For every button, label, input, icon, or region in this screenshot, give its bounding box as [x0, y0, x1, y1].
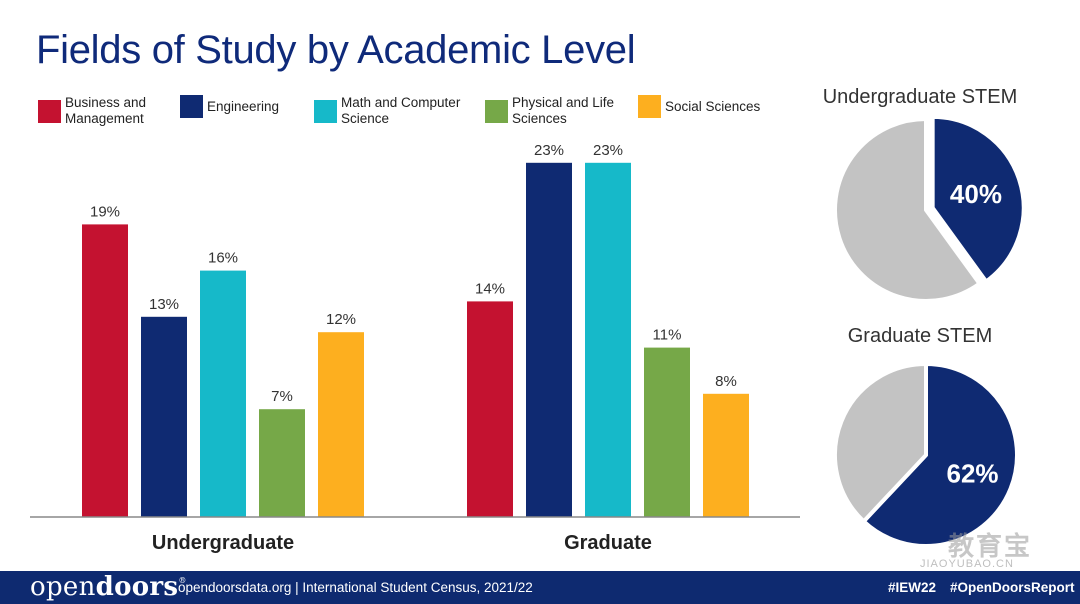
data-label-graduate-physical-and-life-sciences: 11% [653, 327, 682, 344]
pie-chart-undergraduate-stem: 40% [833, 114, 1026, 303]
pie-label-stem: 62% [947, 458, 999, 488]
pie-slice-other [833, 362, 928, 524]
legend-label-engineering: Engineering [207, 98, 280, 114]
pie-slice-stem [861, 362, 1019, 548]
watermark-sub-text: JIAOYUBAO.CN [920, 558, 1014, 570]
legend-swatch-business [38, 99, 61, 123]
legend-label-physical-life: Physical and Life Sciences [512, 95, 615, 126]
data-label-undergraduate-math-and-computer-science: 16% [208, 250, 238, 267]
pie-slice-stem [930, 114, 1026, 284]
data-label-graduate-math-and-computer-science: 23% [593, 142, 623, 159]
data-label-undergraduate-physical-and-life-sciences: 7% [271, 388, 293, 405]
footer-hashtags: #IEW22 #OpenDoorsReport [888, 580, 1075, 595]
legend-label-business: Business and Management [65, 95, 147, 126]
opendoors-logo: opendoors® [30, 572, 187, 602]
chart-legend: Business and Management Engineering Math … [38, 95, 798, 135]
legend-label-math-cs: Math and Computer Science [341, 95, 461, 126]
pie-title-undergraduate: Undergraduate STEM [822, 86, 1018, 108]
bar-undergraduate-engineering [141, 316, 187, 517]
bar-graduate-business-and-management [467, 301, 513, 517]
legend-item-business: Business and Management [38, 95, 146, 127]
bar-undergraduate-business-and-management [82, 224, 128, 517]
bar-chart: 19% 13% 16% 7% 12% Undergraduate 14% 23% 23% 11% 8… [30, 142, 800, 554]
data-label-graduate-social-sciences: 8% [715, 373, 737, 390]
bar-undergraduate-physical-and-life-sciences [259, 409, 305, 517]
hashtag-iew22: #IEW22 [888, 580, 937, 595]
legend-swatch-math-cs [314, 99, 337, 123]
bar-undergraduate-math-and-computer-science [200, 270, 246, 517]
legend-item-physical-life: Physical and Life Sciences [485, 95, 614, 127]
legend-item-engineering: Engineering [180, 95, 279, 118]
category-label-undergraduate: Undergraduate [152, 532, 294, 554]
legend-label-social-sciences: Social Sciences [665, 98, 761, 114]
footer-source-text: opendoorsdata.org | International Studen… [178, 580, 533, 595]
data-label-undergraduate-engineering: 13% [149, 296, 179, 313]
bar-graduate-math-and-computer-science [585, 162, 631, 518]
bar-undergraduate-social-sciences [318, 332, 364, 517]
legend-swatch-social-sciences [638, 95, 661, 118]
legend-item-math-cs: Math and Computer Science [314, 95, 460, 127]
legend-swatch-engineering [180, 95, 203, 118]
pie-slice-other [833, 117, 982, 303]
data-label-undergraduate-business-and-management: 19% [90, 203, 120, 220]
watermark-main-text: 教育宝 [948, 531, 1033, 561]
category-label-graduate: Graduate [564, 532, 652, 554]
pie-chart-graduate-stem: 62% [833, 362, 1019, 548]
legend-swatch-physical-life [485, 99, 508, 123]
pie-title-graduate: Graduate STEM [847, 325, 993, 347]
pie-label-stem: 40% [950, 179, 1002, 209]
watermark: 教育宝 JIAOYUBAO.CN [918, 526, 1068, 576]
data-label-graduate-business-and-management: 14% [475, 280, 505, 297]
legend-item-social-sciences: Social Sciences [638, 95, 760, 118]
hashtag-opendoorsreport: #OpenDoorsReport [950, 580, 1075, 595]
footer-bar: opendoors® opendoorsdata.org | Internati… [0, 571, 1080, 604]
data-label-graduate-engineering: 23% [534, 142, 564, 159]
bar-graduate-engineering [526, 162, 572, 518]
data-label-undergraduate-social-sciences: 12% [326, 311, 356, 328]
bar-graduate-social-sciences [703, 393, 749, 517]
page-title: Fields of Study by Academic Level [36, 28, 636, 72]
bar-graduate-physical-and-life-sciences [644, 347, 690, 517]
